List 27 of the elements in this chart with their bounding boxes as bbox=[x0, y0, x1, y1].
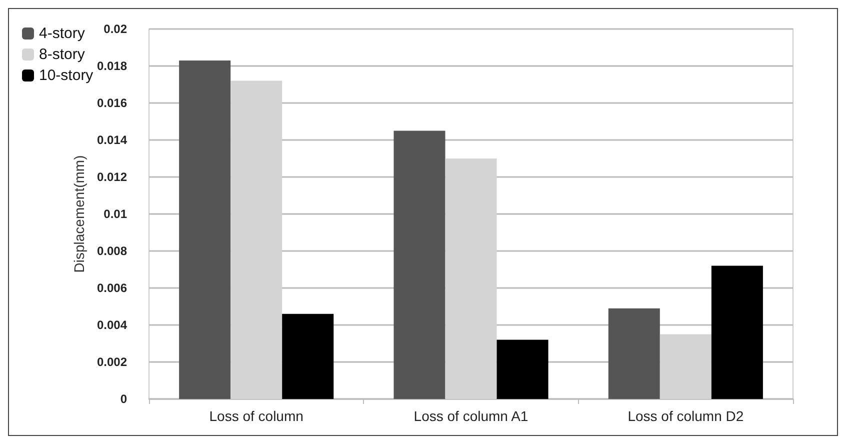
y-tick-label: 0.002 bbox=[96, 355, 128, 369]
y-tick-label: 0.018 bbox=[96, 59, 128, 73]
y-tick-label: 0.012 bbox=[96, 170, 128, 184]
bar bbox=[230, 80, 282, 399]
x-tick-label: Loss of column A1 bbox=[414, 408, 528, 424]
x-tick-label: Loss of column D2 bbox=[628, 408, 744, 424]
legend-label: 8-story bbox=[39, 46, 86, 63]
bar bbox=[496, 340, 548, 399]
bar bbox=[711, 266, 763, 399]
y-tick-label: 0.006 bbox=[96, 281, 128, 295]
y-tick-label: 0.02 bbox=[104, 22, 128, 36]
bar bbox=[608, 308, 660, 399]
legend-label: 10-story bbox=[39, 67, 94, 84]
bar bbox=[445, 158, 497, 399]
bar bbox=[282, 314, 334, 399]
y-tick-label: 0.004 bbox=[96, 318, 128, 332]
y-axis-title: Displacement(mm) bbox=[71, 155, 88, 273]
y-tick-label: 0.01 bbox=[104, 207, 128, 221]
x-tick-label: Loss of column bbox=[209, 408, 304, 424]
bar bbox=[179, 60, 231, 399]
legend-label: 4-story bbox=[39, 25, 86, 42]
y-tick-label: 0.008 bbox=[96, 244, 128, 258]
y-tick-label: 0.016 bbox=[96, 96, 128, 110]
bar bbox=[394, 130, 446, 399]
bar bbox=[660, 334, 712, 399]
y-tick-label: 0 bbox=[120, 392, 128, 406]
y-tick-label: 0.014 bbox=[96, 133, 128, 147]
